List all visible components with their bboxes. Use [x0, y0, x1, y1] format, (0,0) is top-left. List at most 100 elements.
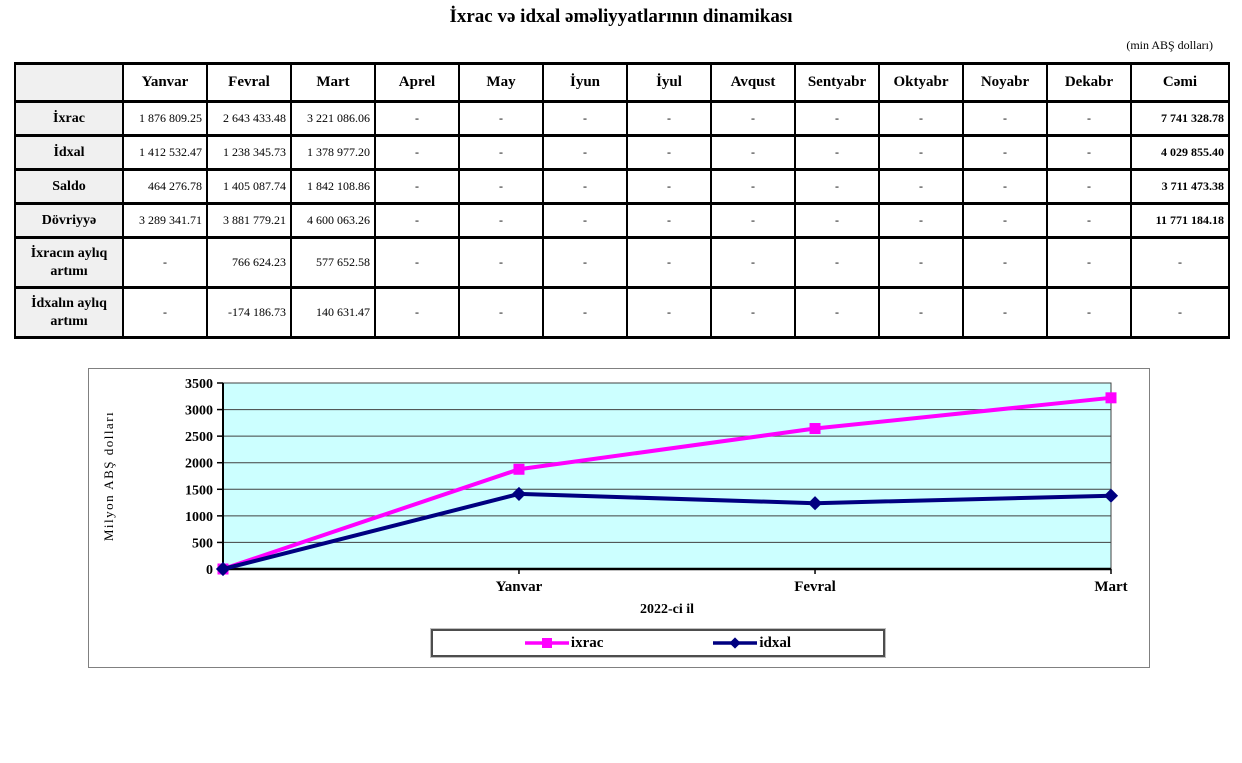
table-row: Saldo 464 276.78 1 405 087.74 1 842 108.86-…: [14, 168, 1230, 205]
row-header: İdxalın aylıq artımı: [14, 286, 124, 339]
y-tick-label: 1000: [185, 510, 213, 525]
table-cell: 1 405 087.74: [206, 168, 292, 205]
y-tick-label: 3000: [185, 404, 213, 419]
idxal-line: [222, 491, 1112, 571]
table-cell: -: [794, 286, 880, 339]
idxal-marker: [807, 496, 823, 511]
table-cell: -: [1046, 168, 1132, 205]
table-row: İdxal 1 412 532.47 1 238 345.73 1 378 977.2…: [14, 134, 1230, 171]
table-cell: -: [1046, 236, 1132, 289]
y-tick-label: 1500: [185, 483, 213, 498]
table-cell: -: [710, 202, 796, 239]
table-cell: -: [626, 236, 712, 289]
table-cell: -: [878, 236, 964, 289]
x-tick-label: Mart: [1094, 579, 1127, 595]
table-cell: -: [458, 168, 544, 205]
table-cell: 1 876 809.25: [122, 100, 208, 137]
table-corner-cell: [14, 62, 124, 103]
y-tick-label: 0: [206, 563, 213, 578]
row-header: İxrac: [14, 100, 124, 137]
table-cell: -: [458, 236, 544, 289]
x-tick-label: Yanvar: [496, 579, 543, 595]
table-cell: -: [626, 100, 712, 137]
table-cell: -: [878, 202, 964, 239]
table-row: İxrac 1 876 809.25 2 643 433.48 3 221 086.0…: [14, 100, 1230, 137]
table-row: İdxalın aylıq artımı - -174 186.73 140 631.…: [14, 286, 1230, 339]
column-header: Cəmi: [1130, 62, 1230, 103]
table-cell: -: [374, 202, 460, 239]
legend-item-ixrac: ixrac: [524, 634, 604, 652]
ixrac-marker: [809, 423, 821, 435]
column-header: Fevral: [206, 62, 292, 103]
ixrac-marker: [1105, 392, 1117, 404]
table-row: Dövriyyə 3 289 341.71 3 881 779.21 4 600 06…: [14, 202, 1230, 239]
table-header-row: Yanvar Fevral Mart Aprel May İyun İyul Avqust Se…: [14, 62, 1230, 103]
table-cell: -: [878, 168, 964, 205]
table-cell: -: [626, 168, 712, 205]
table-cell: -: [962, 286, 1048, 339]
table-cell: 4 029 855.40: [1130, 134, 1230, 171]
table-cell: 4 600 063.26: [290, 202, 376, 239]
table-cell: -: [374, 134, 460, 171]
legend-label: idxal: [759, 634, 792, 651]
table-cell: -: [1130, 236, 1230, 289]
table-cell: 577 652.58: [290, 236, 376, 289]
row-header: İdxal: [14, 134, 124, 171]
table-cell: -: [962, 202, 1048, 239]
table-cell: -: [794, 134, 880, 171]
idxal-marker: [1103, 488, 1119, 503]
legend-label: ixrac: [570, 634, 604, 651]
table-cell: -174 186.73: [206, 286, 292, 339]
table-cell: -: [374, 286, 460, 339]
table-cell: -: [962, 168, 1048, 205]
table-cell: -: [878, 134, 964, 171]
table-cell: -: [962, 236, 1048, 289]
y-axis-title: Milyon ABŞ dolları: [101, 411, 116, 541]
column-header: Oktyabr: [878, 62, 964, 103]
table-cell: 3 289 341.71: [122, 202, 208, 239]
column-header: Aprel: [374, 62, 460, 103]
row-header: İxracın aylıq artımı: [14, 236, 124, 289]
idxal-marker: [511, 486, 527, 502]
table-cell: 7 741 328.78: [1130, 100, 1230, 137]
table-cell: -: [542, 286, 628, 339]
column-header: Noyabr: [962, 62, 1048, 103]
units-note: (min ABŞ dolları): [1126, 38, 1213, 52]
table-cell: 1 412 532.47: [122, 134, 208, 171]
table-cell: -: [1046, 134, 1132, 171]
table-cell: -: [122, 236, 208, 289]
table-cell: -: [878, 100, 964, 137]
table-cell: 1 238 345.73: [206, 134, 292, 171]
table-cell: -: [710, 236, 796, 289]
column-header: İyul: [626, 62, 712, 103]
ixrac-marker: [513, 463, 525, 475]
column-header: Yanvar: [122, 62, 208, 103]
table-header: Yanvar Fevral Mart Aprel May İyun İyul Avqust Se…: [14, 62, 1230, 103]
table-cell: -: [542, 100, 628, 137]
table-cell: -: [710, 286, 796, 339]
table-cell: 1 842 108.86: [290, 168, 376, 205]
table-cell: -: [626, 286, 712, 339]
column-header: İyun: [542, 62, 628, 103]
table-cell: -: [374, 168, 460, 205]
column-header: Avqust: [710, 62, 796, 103]
table-cell: 2 643 433.48: [206, 100, 292, 137]
table-cell: -: [794, 100, 880, 137]
ixrac-line: [222, 395, 1112, 571]
table-cell: -: [794, 236, 880, 289]
y-tick-label: 3500: [185, 377, 213, 392]
table-cell: -: [1046, 202, 1132, 239]
table-cell: -: [962, 100, 1048, 137]
table-cell: -: [542, 168, 628, 205]
table-cell: -: [458, 100, 544, 137]
idxal-legend-marker-icon: [713, 637, 758, 649]
table-cell: -: [122, 286, 208, 339]
table-cell: -: [878, 286, 964, 339]
table-body: İxrac 1 876 809.25 2 643 433.48 3 221 086.0…: [14, 100, 1230, 339]
table-cell: 140 631.47: [290, 286, 376, 339]
line-chart: 0 500 1000 1500 2000 2500 3000 3500 Yanvar Fevral…: [88, 368, 1150, 668]
export-import-table: Yanvar Fevral Mart Aprel May İyun İyul Avqust Se…: [14, 62, 1230, 339]
table-cell: -: [542, 202, 628, 239]
chart-canvas: 0 500 1000 1500 2000 2500 3000 3500 Yanvar Fevral…: [101, 377, 1128, 617]
table-cell: -: [626, 202, 712, 239]
